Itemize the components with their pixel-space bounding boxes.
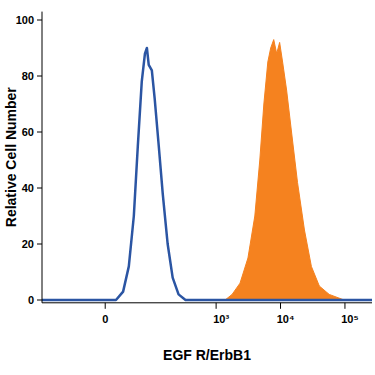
line-series	[42, 48, 372, 300]
x-tick-label: 10⁴	[277, 313, 295, 325]
marks	[42, 40, 372, 300]
y-tick-label: 100	[16, 14, 34, 26]
y-tick-label: 0	[28, 294, 34, 306]
x-tick	[216, 303, 217, 309]
x-axis-line	[42, 302, 372, 303]
x-tick-label: 0	[102, 313, 108, 325]
x-tick-label: 10⁵	[341, 313, 358, 325]
y-tick-label: 80	[22, 70, 34, 82]
y-tick	[37, 20, 42, 21]
y-tick	[37, 132, 42, 133]
y-tick-label: 60	[22, 126, 34, 138]
y-axis-line	[42, 12, 43, 303]
y-tick	[37, 300, 42, 301]
y-tick	[37, 188, 42, 189]
x-tick-label: 10³	[213, 313, 229, 325]
area-series	[225, 40, 344, 300]
x-tick	[280, 303, 281, 309]
y-tick	[37, 76, 42, 77]
x-axis-label: EGF R/ErbB1	[163, 347, 251, 363]
x-tick	[344, 303, 345, 309]
y-axis-label: Relative Cell Number	[3, 87, 19, 228]
y-tick	[37, 244, 42, 245]
y-tick-label: 20	[22, 238, 34, 250]
chart-svg: 0 20 40 60 80 100 0 10³ 10⁴ 10⁵ EGF R/ErbB1 Relativ…	[0, 0, 375, 375]
x-tick	[105, 303, 106, 309]
chart-container: 0 20 40 60 80 100 0 10³ 10⁴ 10⁵ EGF R/ErbB1 Relativ…	[0, 0, 375, 375]
y-tick-label: 40	[22, 182, 34, 194]
